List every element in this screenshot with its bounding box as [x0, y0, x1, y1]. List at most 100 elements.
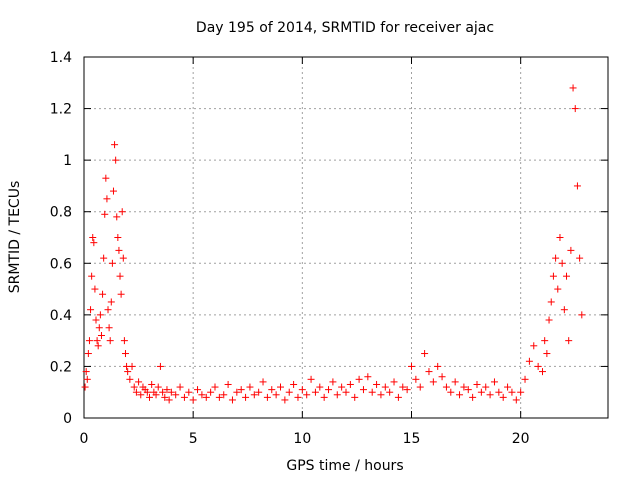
data-point	[359, 386, 367, 394]
y-tick-label: 0.6	[50, 256, 72, 272]
data-point	[185, 388, 193, 396]
data-point	[438, 373, 446, 381]
data-point	[469, 393, 477, 401]
data-point	[87, 306, 95, 314]
data-point	[250, 391, 258, 399]
data-point	[246, 383, 254, 391]
data-point	[508, 388, 516, 396]
data-point	[416, 383, 424, 391]
data-point	[165, 396, 173, 404]
data-point	[115, 246, 123, 254]
y-tick-label: 1	[63, 153, 72, 169]
data-point	[146, 393, 153, 401]
data-point	[541, 337, 549, 345]
data-point	[259, 378, 267, 386]
data-point	[161, 393, 169, 401]
data-point	[355, 375, 363, 383]
data-point	[233, 388, 241, 396]
chart-title: Day 195 of 2014, SRMTID for receiver aja…	[196, 20, 494, 36]
y-tick-label: 1.2	[50, 102, 72, 118]
data-point	[143, 388, 151, 396]
data-point	[373, 380, 381, 388]
data-point	[277, 383, 284, 391]
data-point	[121, 350, 129, 358]
data-point	[565, 337, 573, 345]
data-point	[82, 368, 90, 376]
data-point	[403, 386, 411, 394]
data-point	[103, 195, 111, 203]
data-point	[333, 391, 341, 399]
data-points	[81, 84, 586, 404]
data-point	[456, 391, 464, 399]
data-point	[499, 393, 507, 401]
data-point	[364, 373, 372, 381]
y-axis-label: SRMTID / TECUs	[7, 181, 23, 294]
data-point	[482, 383, 490, 391]
data-point	[464, 386, 472, 394]
data-point	[311, 388, 319, 396]
data-point	[242, 393, 250, 401]
data-point	[558, 259, 566, 267]
data-point	[180, 393, 188, 401]
data-point	[490, 378, 498, 386]
data-point	[281, 396, 289, 404]
data-point	[447, 388, 455, 396]
data-point	[399, 383, 407, 391]
plot-frame	[83, 56, 609, 419]
data-point	[107, 298, 115, 306]
data-point	[547, 298, 555, 306]
data-point	[130, 383, 138, 391]
data-point	[112, 156, 120, 164]
data-point	[390, 378, 398, 386]
data-point	[342, 388, 350, 396]
data-point	[83, 375, 91, 383]
data-point	[303, 391, 311, 399]
data-point	[307, 375, 315, 383]
data-point	[530, 342, 538, 350]
data-point	[100, 254, 108, 262]
data-point	[101, 210, 109, 218]
data-point	[152, 391, 160, 399]
data-point	[137, 391, 145, 399]
data-point	[126, 375, 134, 383]
data-point	[325, 386, 333, 394]
y-tick-label: 1.4	[50, 50, 72, 66]
y-tick-label: 0.4	[50, 308, 72, 324]
data-point	[552, 254, 560, 262]
data-point	[569, 84, 577, 92]
data-point	[338, 383, 346, 391]
data-point	[512, 396, 520, 404]
data-point	[442, 383, 450, 391]
data-point	[517, 388, 525, 396]
data-point	[202, 393, 210, 401]
data-point	[207, 388, 215, 396]
data-point	[132, 388, 140, 396]
data-point	[346, 380, 354, 388]
data-point	[106, 337, 114, 345]
data-point	[421, 350, 429, 358]
data-point	[298, 386, 306, 394]
x-tick-label: 10	[293, 431, 311, 447]
ticks: 0 5 10 15 20 0 0.2 0.4 0.6 0.8 1 1.2 1.4	[50, 50, 608, 447]
data-point	[294, 393, 302, 401]
data-point	[102, 174, 110, 182]
data-point	[268, 386, 276, 394]
data-point	[124, 368, 132, 376]
data-point	[92, 316, 100, 324]
data-point	[114, 234, 122, 241]
data-point	[148, 380, 156, 388]
data-point	[534, 362, 542, 370]
data-point	[451, 378, 459, 386]
data-point	[105, 324, 113, 332]
data-point	[556, 234, 564, 241]
data-point	[120, 337, 128, 345]
y-tick-label: 0.8	[50, 205, 72, 221]
data-point	[504, 383, 512, 391]
data-point	[163, 386, 171, 394]
data-point	[272, 391, 280, 399]
x-tick-label: 15	[403, 431, 421, 447]
data-point	[560, 306, 568, 314]
y-tick-label: 0	[63, 411, 72, 427]
data-point	[215, 393, 223, 401]
